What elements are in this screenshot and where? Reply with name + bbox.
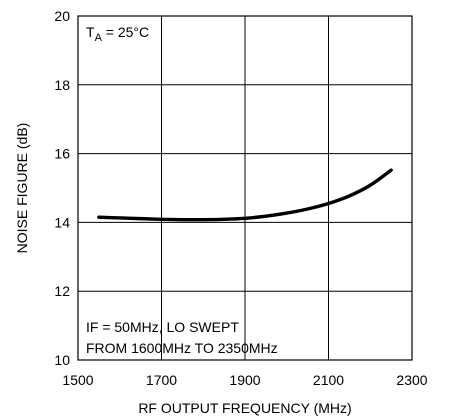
y-tick-label: 14 [54, 214, 70, 230]
x-axis-label: RF OUTPUT FREQUENCY (MHz) [138, 400, 351, 416]
plot-frame [77, 15, 413, 361]
x-tick-labels: 1500 1700 1900 2100 2300 [62, 372, 427, 388]
x-tick-label: 2300 [396, 372, 427, 388]
y-axis-label: NOISE FIGURE (dB) [14, 123, 30, 254]
annotation-conditions-line-2: FROM 1600MHz TO 2350MHz [86, 340, 278, 356]
noise-figure-curve [97, 168, 393, 222]
y-tick-label: 10 [54, 352, 70, 368]
grid-lines [78, 16, 412, 360]
annotation-ta: TA = 25°C [86, 24, 149, 44]
y-tick-label: 20 [54, 8, 70, 24]
y-tick-label: 16 [54, 146, 70, 162]
y-tick-label: 18 [54, 77, 70, 93]
x-tick-label: 2100 [313, 372, 344, 388]
x-tick-label: 1900 [229, 372, 260, 388]
y-tick-label: 12 [54, 283, 70, 299]
annotation-conditions-line-1: IF = 50MHz, LO SWEPT [86, 319, 239, 335]
x-tick-label: 1700 [146, 372, 177, 388]
x-tick-label: 1500 [62, 372, 93, 388]
y-tick-labels: 10 12 14 16 18 20 [54, 8, 70, 368]
